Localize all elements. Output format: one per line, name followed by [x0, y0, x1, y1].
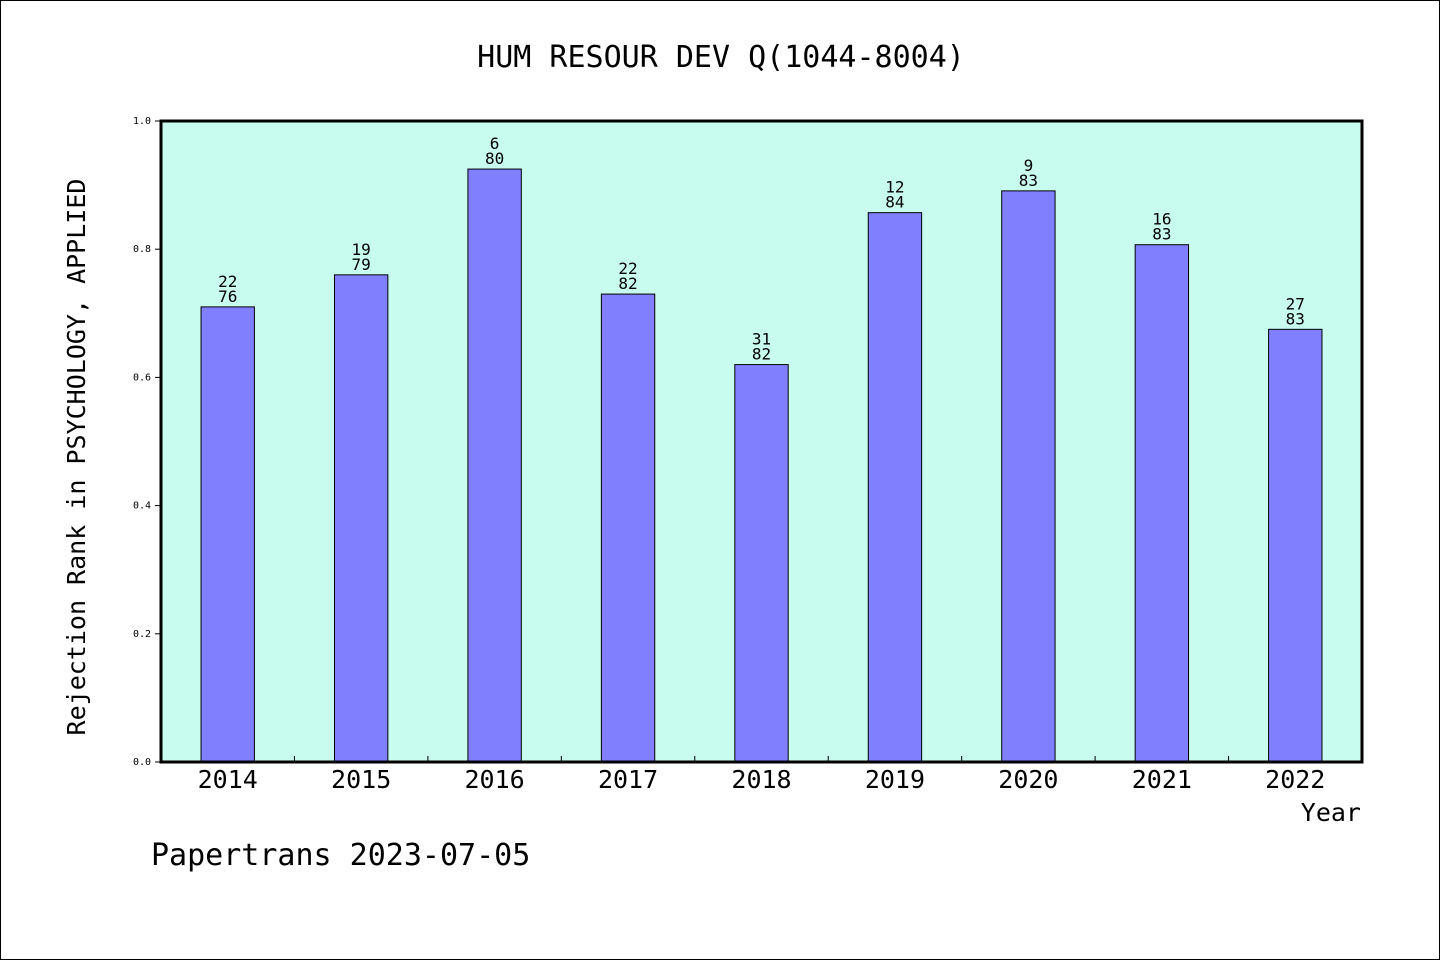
bar-total-label: 76 — [218, 287, 237, 306]
footer-credit: Papertrans 2023-07-05 — [151, 838, 530, 873]
y-tick-label: 0.0 — [133, 757, 151, 768]
bars-group — [200, 168, 1323, 763]
x-tick-label: 2014 — [198, 765, 258, 794]
bar-total-label: 84 — [885, 193, 904, 212]
x-tick-label: 2020 — [998, 765, 1058, 794]
bar-rank-label: 19 — [352, 240, 371, 259]
y-tick-label: 1.0 — [133, 116, 151, 127]
bar-rank-label: 31 — [752, 330, 771, 349]
x-tick-label: 2018 — [731, 765, 791, 794]
y-tick-label: 0.6 — [133, 372, 151, 383]
bar-total-label: 82 — [752, 345, 771, 364]
bar-2016 — [467, 168, 522, 763]
bar-total-label: 83 — [1152, 225, 1171, 244]
bar-2019 — [867, 212, 923, 763]
x-axis-label: Year — [1301, 798, 1361, 827]
x-tick-label: 2022 — [1265, 765, 1325, 794]
bar-rank-label: 16 — [1152, 210, 1171, 229]
bar-total-label: 82 — [618, 274, 637, 293]
x-tick-label: 2019 — [865, 765, 925, 794]
bar-total-label: 83 — [1286, 309, 1305, 328]
x-tick-label: 2016 — [465, 765, 525, 794]
bar-rank-label: 9 — [1024, 156, 1034, 175]
x-tick-label: 2015 — [331, 765, 391, 794]
bar-total-label: 79 — [352, 255, 371, 274]
y-tick-label: 0.4 — [133, 501, 151, 512]
y-axis-ticks: 0.0 0.2 0.4 0.6 0.8 1.0 — [133, 116, 161, 768]
chart-title: HUM RESOUR DEV Q(1044-8004) — [477, 40, 965, 75]
x-tick-label: 2021 — [1132, 765, 1192, 794]
plot-border — [159, 119, 1364, 764]
bar-2020 — [1001, 190, 1056, 763]
bar-2014 — [200, 306, 255, 763]
bar-rank-label: 22 — [218, 272, 237, 291]
bar-rank-label: 22 — [618, 259, 637, 278]
bar-2018 — [734, 364, 789, 763]
bar-2017 — [600, 293, 656, 763]
bar-2022 — [1268, 328, 1323, 763]
bar-rank-label: 6 — [490, 134, 500, 153]
y-tick-label: 0.8 — [133, 244, 151, 255]
x-axis-ticks: 2014 2015 2016 2017 2018 2019 2020 2021 2022 — [198, 756, 1325, 794]
bar-total-label: 83 — [1019, 171, 1038, 190]
bar-rank-label: 27 — [1286, 294, 1305, 313]
y-axis-label: Rejection Rank in PSYCHOLOGY, APPLIED — [62, 179, 91, 736]
bar-total-label: 80 — [485, 149, 504, 168]
bar-2021 — [1134, 244, 1190, 763]
bar-rank-label: 12 — [885, 178, 904, 197]
x-tick-label: 2017 — [598, 765, 658, 794]
y-tick-label: 0.2 — [133, 629, 151, 640]
bar-2015 — [333, 274, 389, 763]
